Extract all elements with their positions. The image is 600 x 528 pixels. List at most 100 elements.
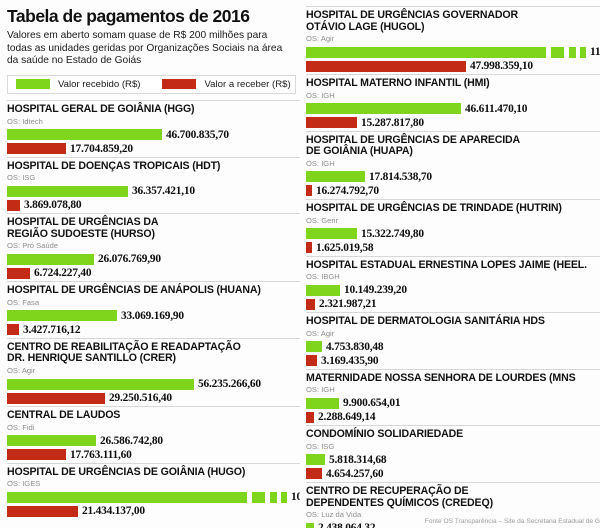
entry-name: CONDOMÍNIO SOLIDARIEDADE — [306, 428, 464, 441]
entry-organization-label: OS: Pró Saúde — [7, 241, 59, 251]
received-value-label: 46.700.835,70 — [166, 128, 229, 141]
receivable-value-label: 4.654.257,60 — [326, 467, 384, 480]
received-bar — [7, 185, 128, 197]
received-bar — [7, 435, 96, 447]
received-value-label: 33.069.169,90 — [121, 309, 184, 322]
receivable-bar-row: 15.287.817,80 — [306, 117, 600, 129]
received-value-label: 9.900.654,01 — [343, 397, 401, 410]
received-value-label: 105.002.000,0 — [291, 491, 300, 504]
received-bar — [306, 103, 461, 115]
received-bar-row: 9.900.654,01 — [306, 397, 600, 409]
entry-name: HOSPITAL DE URGÊNCIAS DE GOIÂNIA (HUGO) — [7, 465, 246, 478]
receivable-bar — [7, 324, 19, 336]
chart-entry: HOSPITAL DE URGÊNCIAS DE TRINDADE (HUTRI… — [306, 198, 600, 256]
receivable-bar-row: 6.724.227,40 — [7, 267, 300, 279]
receivable-bar-row: 4.654.257,60 — [306, 468, 600, 480]
received-bar-row: 33.069.169,90 — [7, 310, 300, 322]
entry-organization-label: OS: Gerir — [306, 215, 339, 225]
receivable-bar — [306, 468, 322, 480]
entry-name: HOSPITAL DE URGÊNCIAS DA REGIÃO SUDOESTE… — [7, 216, 159, 240]
chart-entry: HOSPITAL DE DERMATOLOGIA SANITÁRIA HDS OS… — [306, 312, 600, 369]
entry-organization-label: OS: Agir — [306, 328, 335, 338]
received-bar — [306, 397, 339, 409]
receivable-bar-row: 16.274.792,70 — [306, 185, 600, 197]
entry-name: HOSPITAL DE DOENÇAS TROPICAIS (HDT) — [7, 159, 221, 172]
receivable-bar — [306, 298, 315, 310]
receivable-bar-row: 3.169.435,90 — [306, 355, 600, 367]
receivable-bar-row: 21.434.137,00 — [7, 505, 300, 517]
entry-name: CENTRO DE REABILITAÇÃO E READAPTAÇÃO DR.… — [7, 340, 241, 365]
received-bar — [7, 491, 287, 503]
entry-organization-label: OS: IGH — [306, 385, 335, 395]
chart-subtitle: Valores em aberto somam quase de R$ 200 … — [7, 30, 283, 67]
receivable-value-label: 1.625.019,58 — [316, 241, 374, 254]
receivable-bar-row: 17.704.859,20 — [7, 143, 300, 155]
receivable-value-label: 3.869.078,80 — [24, 199, 82, 212]
chart-entry: HOSPITAL DE URGÊNCIAS DE APARECIDA DE GO… — [306, 130, 600, 199]
received-value-label: 5.818.314,68 — [329, 453, 387, 466]
entry-organization-label: OS: Fasa — [7, 297, 40, 307]
legend-label-received: Valor recebido (R$) — [58, 78, 141, 90]
entry-organization-label: OS: ISG — [7, 173, 36, 183]
legend-item-receivable: Valor a receber (R$) — [162, 76, 291, 93]
source-note: Fonte OS Transparência – Site da Secreta… — [424, 518, 600, 525]
chart-header: Tabela de pagamentos de 2016 Valores em … — [7, 0, 300, 68]
received-value-label: 4.753.830,48 — [326, 340, 384, 353]
receivable-bar — [306, 242, 312, 254]
receivable-value-label: 6.724.227,40 — [34, 267, 92, 280]
receivable-value-label: 17.704.859,20 — [70, 142, 133, 155]
received-bar — [7, 378, 194, 390]
entry-organization-label: OS: IBGH — [306, 272, 340, 282]
chart-entry: HOSPITAL MATERNO INFANTIL (HMI) OS: IGH 46… — [306, 74, 600, 131]
received-bar-row: 119.859.400,0 — [306, 46, 600, 58]
entry-organization-label: OS: IGH — [306, 90, 335, 100]
entry-organization-label: OS: Agir — [7, 366, 36, 376]
entry-organization-label: OS: Luz da Vida — [306, 510, 362, 520]
receivable-bar — [7, 505, 78, 517]
received-bar — [7, 129, 162, 140]
receivable-bar-row: 47.998.359,10 — [306, 60, 600, 72]
received-value-label: 36.357.421,10 — [132, 185, 195, 198]
received-bar — [306, 46, 586, 58]
received-bar-row: 36.357.421,10 — [7, 185, 300, 197]
received-bar — [7, 253, 94, 265]
entry-organization-label: OS: Fidi — [7, 422, 35, 432]
receivable-bar — [306, 355, 317, 367]
chart-entry: MATERNIDADE NOSSA SENHORA DE LOURDES (MN… — [306, 368, 600, 426]
received-bar-row: 105.002.000,0 — [7, 491, 300, 503]
receivable-bar-row: 2.321.987,21 — [306, 298, 600, 310]
received-value-label: 119.859.400,0 — [590, 46, 600, 59]
receivable-value-label: 3.169.435,90 — [321, 354, 379, 367]
receivable-bar — [306, 60, 466, 72]
receivable-value-label: 2.288.649,14 — [318, 411, 376, 424]
received-bar-row: 46.700.835,70 — [7, 129, 300, 141]
received-bar — [306, 341, 322, 353]
chart-entry: CENTRO DE RECUPERAÇÃO DE DEPENDENTES QUÍ… — [306, 481, 600, 528]
chart-legend: Valor recebido (R$) Valor a receber (R$) — [7, 74, 296, 94]
receivable-bar-row: 17.763.111,60 — [7, 449, 300, 461]
entry-organization-label: OS: IGES — [7, 479, 41, 489]
receivable-bar-row: 29.250.516,40 — [7, 392, 300, 404]
right-column: HOSPITAL DE URGÊNCIAS GOVERNADOR OTÁVIO … — [300, 0, 600, 528]
received-bar-row: 15.322.749,80 — [306, 228, 600, 240]
page-title: Tabela de pagamentos de 2016 — [7, 6, 250, 26]
legend-swatch-green-icon — [16, 79, 50, 90]
receivable-bar — [7, 143, 66, 154]
entry-name: CENTRO DE RECUPERAÇÃO DE DEPENDENTES QUÍ… — [306, 484, 493, 509]
received-bar-row: 17.814.538,70 — [306, 171, 600, 183]
receivable-bar — [306, 185, 312, 197]
receivable-value-label: 21.434.137,00 — [82, 505, 145, 518]
entry-organization-label: OS: Idtech — [7, 116, 43, 126]
entry-name: MATERNIDADE NOSSA SENHORA DE LOURDES (MN… — [306, 371, 576, 384]
right-entry-list: HOSPITAL DE URGÊNCIAS GOVERNADOR OTÁVIO … — [306, 6, 600, 528]
chart-entry: HOSPITAL DE URGÊNCIAS DA REGIÃO SUDOESTE… — [7, 213, 300, 281]
left-entry-list: HOSPITAL GERAL DE GOIÂNIA (HGG) OS: Idtec… — [7, 99, 300, 519]
receivable-value-label: 47.998.359,10 — [470, 60, 533, 73]
receivable-bar-row: 1.625.019,58 — [306, 242, 600, 254]
received-bar-row: 26.076.769,90 — [7, 253, 300, 265]
received-value-label: 10.149.239,20 — [344, 284, 407, 297]
received-bar-row: 4.753.830,48 — [306, 341, 600, 353]
received-bar — [306, 454, 325, 466]
entry-name: HOSPITAL DE URGÊNCIAS GOVERNADOR OTÁVIO … — [306, 9, 518, 33]
